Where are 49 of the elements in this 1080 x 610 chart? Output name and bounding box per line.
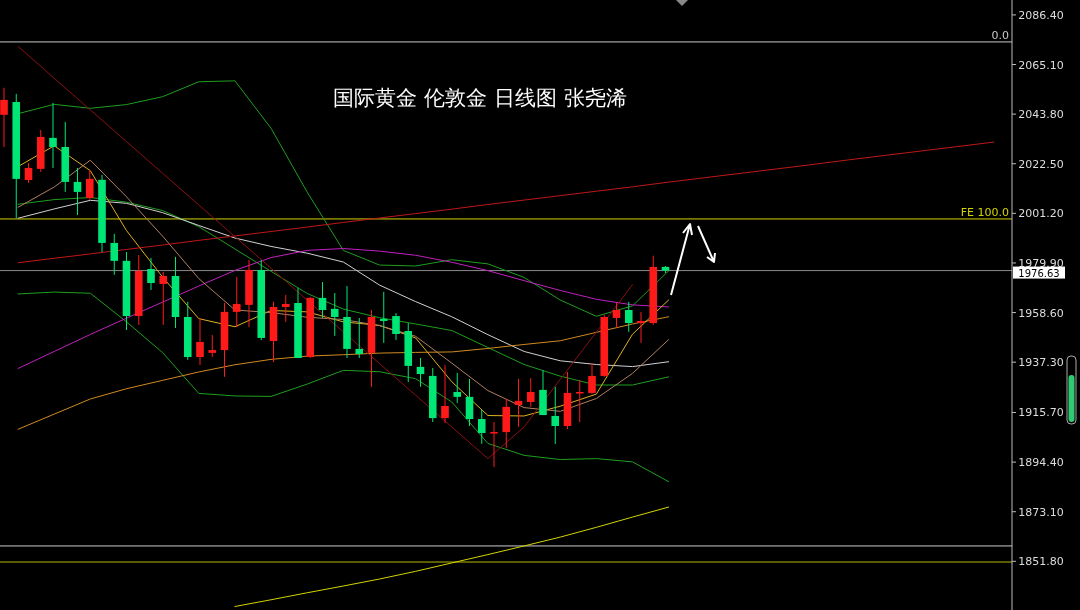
ref-line-label: 1976.63 [1018,267,1060,279]
y-tick-label: 2086.40 [1018,8,1064,22]
candlestick [159,271,168,326]
candlestick [196,317,204,366]
text: 国际黄金 伦敦金 日线图 张尧浠 [333,86,627,110]
y-tick-label: 2043.80 [1018,108,1064,122]
candlestick [453,372,462,404]
candlestick [208,334,217,358]
line-series [234,506,670,608]
candlestick [477,409,486,445]
y-tick-label: 1894.40 [1018,456,1064,470]
candlestick [24,162,33,184]
candlestick [0,87,8,148]
candlestick [281,294,290,323]
candlestick [49,102,57,169]
line-series [17,248,670,369]
candlestick [588,362,596,395]
y-tick-label: 1979.90 [1018,256,1064,270]
y-tick-label: 1958.60 [1018,306,1064,320]
candlestick [526,377,535,408]
candlestick [624,301,633,333]
candlestick [379,291,388,344]
y-tick-label: 2001.20 [1018,207,1064,221]
y-tick-label: 2022.50 [1018,157,1064,171]
candlestick [637,311,645,344]
candlestick [392,312,400,341]
y-tick-label: 2065.10 [1018,58,1064,72]
y-tick-label: 1873.10 [1018,505,1064,519]
candlestick [551,386,560,445]
annotation: 0.0 [991,29,1009,42]
line-series [17,80,670,317]
line-series [17,291,670,483]
candlestick [441,364,449,424]
candlestick [73,167,82,216]
y-tick-label: 1915.70 [1018,406,1064,420]
candlestick [612,302,621,329]
candlestick [490,421,498,468]
y-tick-label: 1937.30 [1018,356,1064,370]
candlestick [110,233,119,276]
line-series [17,45,633,460]
candlestick [85,169,94,201]
candlestick [330,292,339,337]
y-tick-label: 1851.80 [1018,555,1064,569]
candlestick [147,257,155,291]
candlestick [355,317,364,359]
ref-line-label: FE 100.0 [960,205,1009,219]
candlestick [318,281,327,319]
candlestick [232,276,241,328]
candlestick [465,378,474,427]
